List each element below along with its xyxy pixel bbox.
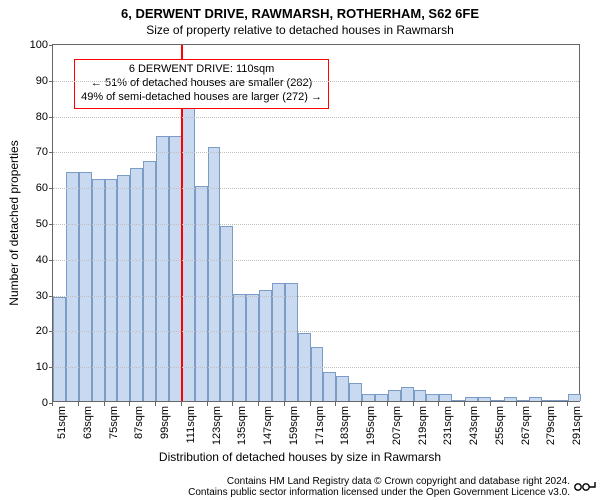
histogram-bar (465, 397, 478, 401)
histogram-bar (143, 161, 156, 401)
histogram-bar (259, 290, 272, 401)
x-tick-label: 243sqm (468, 406, 480, 445)
annotation-box: 6 DERWENT DRIVE: 110sqm ← 51% of detache… (74, 59, 329, 108)
histogram-bar (388, 390, 401, 401)
histogram-bar (555, 400, 568, 401)
histogram-bar (130, 168, 143, 401)
x-tick-label: 159sqm (288, 406, 300, 445)
histogram-bar (491, 400, 504, 401)
x-tick-label: 267sqm (520, 406, 532, 445)
histogram-bar (452, 400, 465, 401)
x-tick-label: 123sqm (211, 406, 223, 445)
x-tick-label: 291sqm (571, 406, 583, 445)
x-tick-label: 135sqm (236, 406, 248, 445)
footer: Contains HM Land Registry data © Crown c… (0, 476, 600, 498)
histogram-bar (439, 394, 452, 401)
histogram-bar (568, 394, 581, 401)
x-tick-label: 87sqm (133, 406, 145, 439)
histogram-bar (208, 147, 221, 401)
annotation-line3: 49% of semi-detached houses are larger (… (81, 91, 322, 105)
x-tick-label: 51sqm (56, 406, 68, 439)
plot-area: 6 DERWENT DRIVE: 110sqm ← 51% of detache… (52, 44, 580, 402)
histogram-bar (426, 394, 439, 401)
histogram-bar (182, 100, 195, 401)
histogram-bar (349, 383, 362, 401)
histogram-bar (220, 226, 233, 401)
histogram-bar (336, 376, 349, 401)
x-tick-label: 63sqm (82, 406, 94, 439)
x-tick-label: 183sqm (339, 406, 351, 445)
x-tick-label: 99sqm (159, 406, 171, 439)
y-axis-label: Number of detached properties (7, 140, 21, 305)
chart-subtitle: Size of property relative to detached ho… (0, 21, 600, 37)
histogram-bar (246, 294, 259, 401)
x-tick-label: 255sqm (494, 406, 506, 445)
x-tick-label: 231sqm (442, 406, 454, 445)
histogram-bar (272, 283, 285, 401)
x-tick-label: 171sqm (314, 406, 326, 445)
x-tick-label: 75sqm (108, 406, 120, 439)
histogram-bar (53, 297, 66, 401)
x-tick-label: 195sqm (365, 406, 377, 445)
x-tick-label: 147sqm (262, 406, 274, 445)
chart-title: 6, DERWENT DRIVE, RAWMARSH, ROTHERHAM, S… (0, 0, 600, 21)
histogram-bar (323, 372, 336, 401)
histogram-bar (362, 394, 375, 401)
x-tick-label: 279sqm (545, 406, 557, 445)
x-tick-label: 207sqm (391, 406, 403, 445)
histogram-bar (504, 397, 517, 401)
x-tick-label: 111sqm (185, 406, 197, 444)
annotation-line1: 6 DERWENT DRIVE: 110sqm (81, 63, 322, 77)
histogram-bar (401, 387, 414, 401)
ogl-icon (574, 481, 596, 493)
footer-text: Contains HM Land Registry data © Crown c… (188, 476, 570, 498)
histogram-bar (478, 397, 491, 401)
x-tick-label: 219sqm (417, 406, 429, 445)
histogram-bar (195, 186, 208, 401)
histogram-bar (542, 400, 555, 401)
histogram-bar (233, 294, 246, 401)
x-axis-label: Distribution of detached houses by size … (0, 450, 600, 464)
histogram-bar (311, 347, 324, 401)
histogram-bar (529, 397, 542, 401)
histogram-bar (285, 283, 298, 401)
histogram-bar (156, 136, 169, 401)
histogram-bar (414, 390, 427, 401)
annotation-line2: ← 51% of detached houses are smaller (28… (81, 77, 322, 91)
histogram-bar (517, 400, 530, 401)
histogram-bar (375, 394, 388, 401)
